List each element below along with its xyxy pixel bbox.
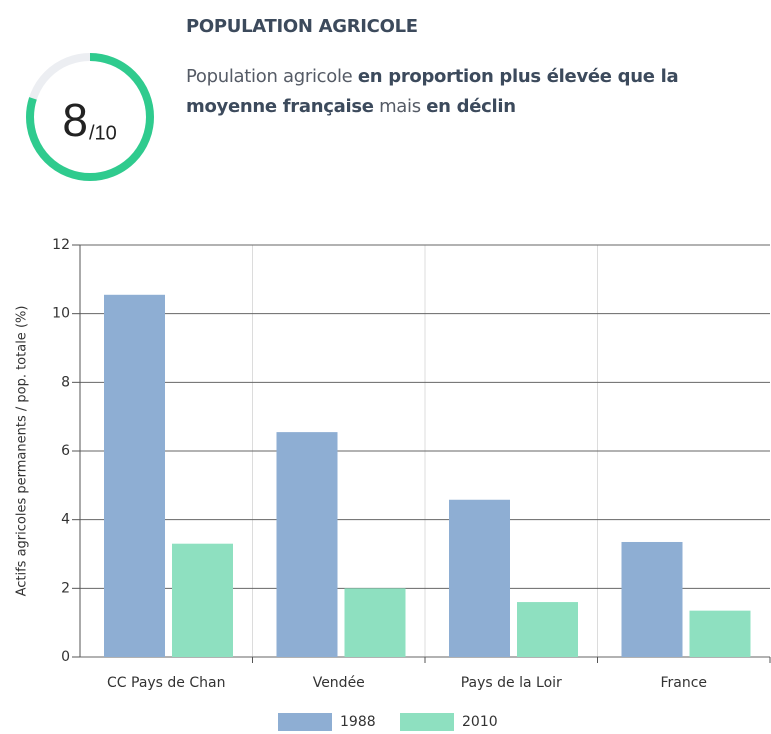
ring-arc [26, 53, 154, 181]
legend-label: 2010 [462, 714, 498, 730]
bar [104, 294, 165, 657]
bar [344, 588, 406, 657]
score: 8 [62, 94, 88, 146]
bar [449, 499, 510, 657]
legend-swatch [278, 713, 332, 731]
description-part: en proportion plus élevée que la moyenne… [186, 66, 679, 117]
x-tick-label: Vendée [313, 675, 365, 691]
score-max: /10 [89, 122, 117, 144]
y-tick-label: 10 [52, 306, 70, 322]
legend-swatch [400, 713, 454, 731]
bar [621, 541, 683, 657]
bar [172, 543, 233, 657]
bar [517, 602, 578, 657]
y-tick-label: 2 [61, 580, 70, 596]
legend-label: 1988 [340, 714, 376, 730]
score-ring: 8 /10 [26, 53, 154, 181]
bar [276, 432, 338, 657]
y-tick-label: 8 [61, 374, 70, 390]
description-part: en déclin [426, 96, 516, 117]
description: Population agricole en proportion plus é… [186, 62, 746, 122]
y-tick-label: 4 [61, 512, 70, 528]
x-tick-label: Pays de la Loir [461, 675, 562, 691]
x-tick-label: CC Pays de Chan [107, 675, 225, 691]
y-tick-label: 6 [61, 443, 70, 459]
y-tick-label: 12 [52, 237, 70, 253]
x-tick-label: France [660, 675, 707, 691]
y-tick-label: 0 [61, 649, 70, 665]
description-part: Population agricole [186, 66, 358, 87]
title: POPULATION AGRICOLE [186, 16, 418, 37]
bar [689, 610, 751, 657]
y-axis-label: Actifs agricoles permanents / pop. total… [15, 306, 30, 597]
description-part: mais [373, 96, 427, 117]
